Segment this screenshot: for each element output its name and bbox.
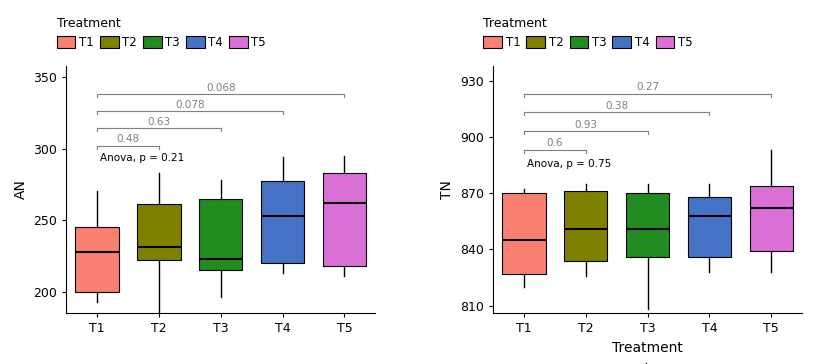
PathPatch shape [688, 197, 731, 257]
PathPatch shape [323, 173, 366, 266]
PathPatch shape [261, 181, 304, 263]
Text: 0.93: 0.93 [574, 120, 597, 130]
Text: 0.068: 0.068 [206, 83, 236, 93]
Y-axis label: AN: AN [14, 179, 27, 199]
Text: 0.6: 0.6 [547, 138, 563, 149]
Text: a: a [216, 363, 226, 364]
PathPatch shape [626, 193, 669, 257]
Legend: T1, T2, T3, T4, T5: T1, T2, T3, T4, T5 [483, 17, 693, 49]
Text: Anova, p = 0.21: Anova, p = 0.21 [100, 153, 184, 163]
Text: 0.48: 0.48 [117, 134, 140, 144]
PathPatch shape [749, 186, 793, 251]
PathPatch shape [75, 227, 119, 292]
PathPatch shape [137, 204, 180, 260]
Text: 0.078: 0.078 [175, 100, 204, 110]
Text: b: b [643, 363, 653, 364]
Text: 0.38: 0.38 [605, 101, 629, 111]
Text: 0.63: 0.63 [147, 117, 170, 127]
PathPatch shape [564, 191, 607, 261]
Text: 0.27: 0.27 [636, 82, 659, 92]
X-axis label: Treatment: Treatment [612, 341, 683, 355]
PathPatch shape [502, 193, 546, 274]
Y-axis label: TN: TN [440, 180, 454, 199]
Legend: T1, T2, T3, T4, T5: T1, T2, T3, T4, T5 [56, 17, 265, 49]
PathPatch shape [199, 199, 242, 270]
Text: Anova, p = 0.75: Anova, p = 0.75 [527, 159, 611, 169]
